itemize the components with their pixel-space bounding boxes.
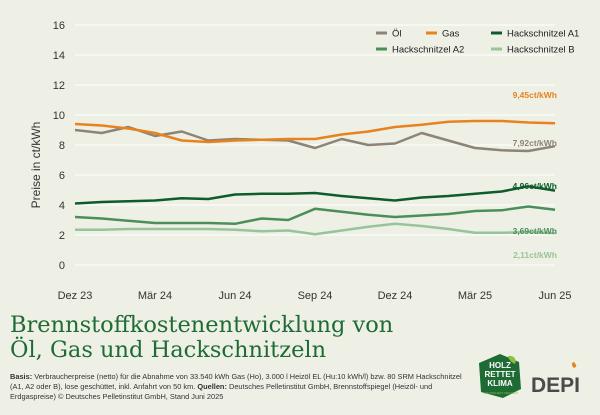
y-tick-label: 14 xyxy=(53,50,65,62)
series-line-gas xyxy=(74,119,556,144)
footnote: Basis: Verbraucherpreise (netto) für die… xyxy=(10,372,465,402)
x-tick-label: Mär 24 xyxy=(138,290,172,302)
legend-label-hackschnitzel-a1: Hackschnitzel A1 xyxy=(507,29,579,40)
logo-hrk-line-3: KLIMA xyxy=(487,379,513,388)
legend-label-oel: Öl xyxy=(392,29,402,40)
x-tick-label: Dez 24 xyxy=(378,290,413,302)
y-tick-label: 10 xyxy=(53,110,65,122)
y-axis-label: Preise in ct/kWh xyxy=(29,122,43,209)
series-line-hackschnitzel-b xyxy=(75,222,556,236)
y-axis: 0 2 4 6 8 10 12 14 16 xyxy=(53,20,65,272)
series-lines xyxy=(74,119,556,236)
end-label-oel: 7,92ct/kWh xyxy=(513,138,557,148)
basis-text: Verbraucherpreise (netto) für die Abnahm… xyxy=(10,372,462,391)
flame-icon xyxy=(571,362,577,368)
y-tick-label: 0 xyxy=(59,260,65,272)
series-line-oel xyxy=(74,125,556,153)
legend: Öl Gas Hackschnitzel A1 Hackschnitzel A2 Hac… xyxy=(376,29,579,56)
x-axis: Dez 23 Mär 24 Jun 24 Sep 24 Dez 24 Mär 25 Jun … xyxy=(58,290,572,302)
legend-label-gas: Gas xyxy=(442,29,460,40)
depi-logo-text: DEPI xyxy=(531,374,580,396)
legend-label-hackschnitzel-a2: Hackschnitzel A2 xyxy=(392,45,464,56)
sources-text: Deutsches Pelletinstitut GmbH, Brennstof… xyxy=(10,382,433,401)
y-tick-label: 6 xyxy=(59,170,65,182)
x-tick-label: Sep 24 xyxy=(298,290,333,302)
x-tick-label: Dez 23 xyxy=(58,290,93,302)
series-line-hackschnitzel-a1 xyxy=(74,185,556,205)
y-tick-label: 12 xyxy=(53,80,65,92)
title-line-2: Öl, Gas und Hackschnitzeln xyxy=(10,337,327,363)
basis-label: Basis: xyxy=(10,372,33,381)
legend-label-hackschnitzel-b: Hackschnitzel B xyxy=(507,45,575,56)
y-tick-label: 4 xyxy=(59,200,65,212)
grid xyxy=(75,24,555,266)
page-title: Brennstoffkostenentwicklung von Öl, Gas … xyxy=(10,313,480,363)
sources-label: Quellen: xyxy=(197,382,227,391)
logo-hrk-subline: EIN PROJEKT DES DEPI xyxy=(484,391,519,395)
logo-hrk-line-2: RETTET xyxy=(484,370,515,379)
x-tick-label: Jun 24 xyxy=(218,290,251,302)
x-tick-label: Mär 25 xyxy=(458,290,492,302)
x-tick-label: Jun 25 xyxy=(538,290,571,302)
series-line-hackschnitzel-a2 xyxy=(74,205,556,226)
end-label-hackschnitzel-b: 2,11ct/kWh xyxy=(513,250,557,260)
holz-rettet-klima-logo: HOLZ RETTET KLIMA EIN PROJEKT DES DEPI xyxy=(479,354,521,398)
logo-hrk-line-1: HOLZ xyxy=(489,361,511,370)
y-tick-label: 2 xyxy=(59,230,65,242)
y-tick-label: 16 xyxy=(53,20,65,32)
y-tick-label: 8 xyxy=(59,140,65,152)
end-labels: 7,92ct/kWh 9,45ct/kWh 4,96ct/kWh 3,69ct/kWh… xyxy=(513,90,557,260)
end-label-hackschnitzel-a1: 4,96ct/kWh xyxy=(513,181,557,191)
title-line-1: Brennstoffkostenentwicklung von xyxy=(10,312,394,338)
end-label-gas: 9,45ct/kWh xyxy=(513,90,557,100)
end-label-hackschnitzel-a2: 3,69ct/kWh xyxy=(513,226,557,236)
depi-logo: DEPI xyxy=(531,362,580,396)
